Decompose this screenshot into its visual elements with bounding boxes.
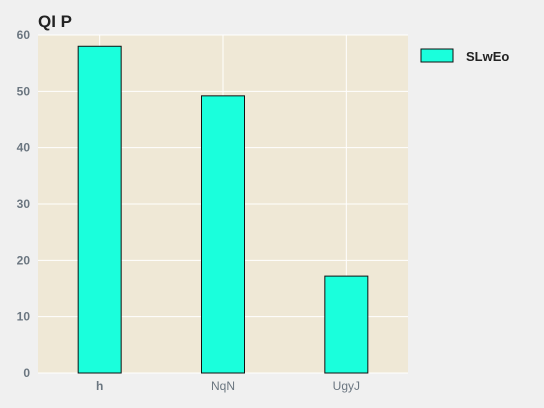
x-tick-label-NqN: NqN <box>211 379 235 393</box>
legend: SLwEo <box>420 48 509 64</box>
bar-h <box>77 45 122 374</box>
y-tick-label-0: 0 <box>23 366 30 380</box>
y-tick-label-20: 20 <box>17 253 31 267</box>
y-tick-label-40: 40 <box>17 141 31 155</box>
x-tick-label-UgyJ: UgyJ <box>333 379 360 393</box>
y-tick-label-30: 30 <box>17 197 31 211</box>
y-tick-label-50: 50 <box>17 84 31 98</box>
y-axis: 0 10 20 30 40 50 60 <box>17 28 31 380</box>
legend-label: SLwEo <box>466 49 509 64</box>
y-tick-label-10: 10 <box>17 310 31 324</box>
bar-NqN <box>201 95 245 374</box>
legend-swatch <box>420 48 454 63</box>
chart-title: QI P <box>38 12 72 31</box>
x-axis: h NqN UgyJ <box>96 379 360 393</box>
bar-UgyJ <box>324 275 369 374</box>
y-tick-label-60: 60 <box>17 28 31 42</box>
bars-group <box>77 45 369 374</box>
x-tick-label-h: h <box>96 379 103 393</box>
